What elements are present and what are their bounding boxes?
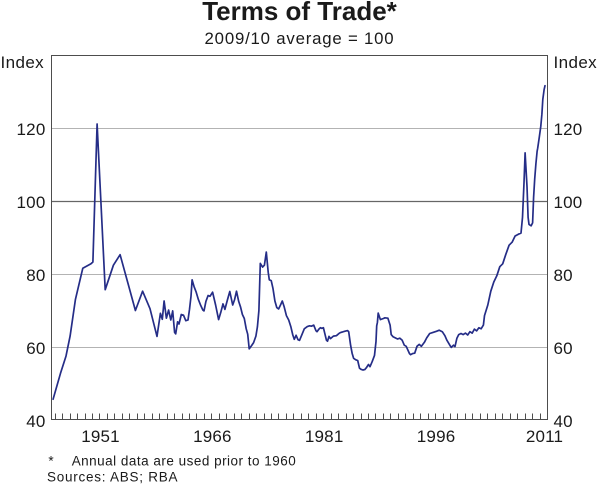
svg-text:1996: 1996 bbox=[417, 427, 456, 446]
svg-text:60: 60 bbox=[554, 339, 573, 358]
svg-text:1966: 1966 bbox=[193, 427, 232, 446]
svg-text:40: 40 bbox=[554, 412, 573, 431]
svg-text:40: 40 bbox=[26, 412, 45, 431]
svg-text:100: 100 bbox=[17, 193, 46, 212]
svg-text:1981: 1981 bbox=[305, 427, 344, 446]
svg-text:Annual data are used prior to: Annual data are used prior to 1960 bbox=[72, 453, 297, 468]
svg-text:120: 120 bbox=[17, 120, 46, 139]
svg-text:80: 80 bbox=[26, 266, 45, 285]
svg-text:*: * bbox=[48, 453, 54, 468]
svg-text:100: 100 bbox=[554, 193, 583, 212]
svg-text:60: 60 bbox=[26, 339, 45, 358]
svg-text:Index: Index bbox=[1, 53, 45, 72]
svg-text:80: 80 bbox=[554, 266, 573, 285]
svg-text:Terms of Trade*: Terms of Trade* bbox=[202, 0, 397, 26]
svg-text:1951: 1951 bbox=[81, 427, 120, 446]
svg-text:2009/10 average = 100: 2009/10 average = 100 bbox=[205, 29, 395, 48]
svg-text:2011: 2011 bbox=[526, 427, 563, 446]
svg-text:Index: Index bbox=[554, 53, 598, 72]
svg-text:120: 120 bbox=[554, 120, 583, 139]
svg-text:Sources: ABS; RBA: Sources: ABS; RBA bbox=[47, 469, 178, 484]
